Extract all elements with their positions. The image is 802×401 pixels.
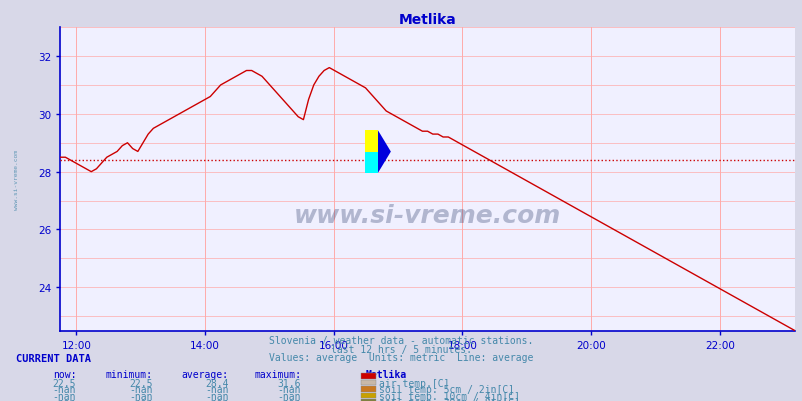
Text: -nan: -nan — [53, 397, 76, 401]
Text: now:: now: — [53, 369, 76, 379]
Polygon shape — [378, 131, 391, 173]
Text: soil temp. 10cm / 4in[C]: soil temp. 10cm / 4in[C] — [379, 391, 520, 401]
Text: last 12 hrs / 5 minutes.: last 12 hrs / 5 minutes. — [330, 344, 472, 354]
Text: -nan: -nan — [205, 397, 229, 401]
Text: Metlika: Metlika — [365, 369, 406, 379]
Text: www.si-vreme.com: www.si-vreme.com — [294, 204, 561, 228]
Text: -nan: -nan — [205, 391, 229, 401]
Text: soil temp. 20cm / 8in[C]: soil temp. 20cm / 8in[C] — [379, 397, 520, 401]
Text: CURRENT DATA: CURRENT DATA — [16, 353, 91, 363]
Text: 31.6: 31.6 — [277, 378, 301, 388]
Text: www.si-vreme.com: www.si-vreme.com — [14, 150, 18, 209]
Title: Metlika: Metlika — [399, 13, 456, 27]
Text: -nan: -nan — [277, 391, 301, 401]
Text: average:: average: — [181, 369, 229, 379]
Text: -nan: -nan — [129, 397, 152, 401]
Text: -nan: -nan — [53, 384, 76, 394]
Bar — [365, 131, 378, 152]
Text: maximum:: maximum: — [253, 369, 301, 379]
Text: Values: average  Units: metric  Line: average: Values: average Units: metric Line: aver… — [269, 352, 533, 363]
Text: -nan: -nan — [277, 397, 301, 401]
Text: -nan: -nan — [277, 384, 301, 394]
Text: 22.5: 22.5 — [129, 378, 152, 388]
Text: -nan: -nan — [205, 384, 229, 394]
Text: 28.4: 28.4 — [205, 378, 229, 388]
Text: minimum:: minimum: — [105, 369, 152, 379]
Text: soil temp. 5cm / 2in[C]: soil temp. 5cm / 2in[C] — [379, 384, 513, 394]
Bar — [365, 152, 378, 173]
Text: -nan: -nan — [129, 391, 152, 401]
Text: -nan: -nan — [53, 391, 76, 401]
Text: 22.5: 22.5 — [53, 378, 76, 388]
Text: Slovenia / weather data - automatic stations.: Slovenia / weather data - automatic stat… — [269, 335, 533, 345]
Text: air temp.[C]: air temp.[C] — [379, 378, 449, 388]
Text: -nan: -nan — [129, 384, 152, 394]
